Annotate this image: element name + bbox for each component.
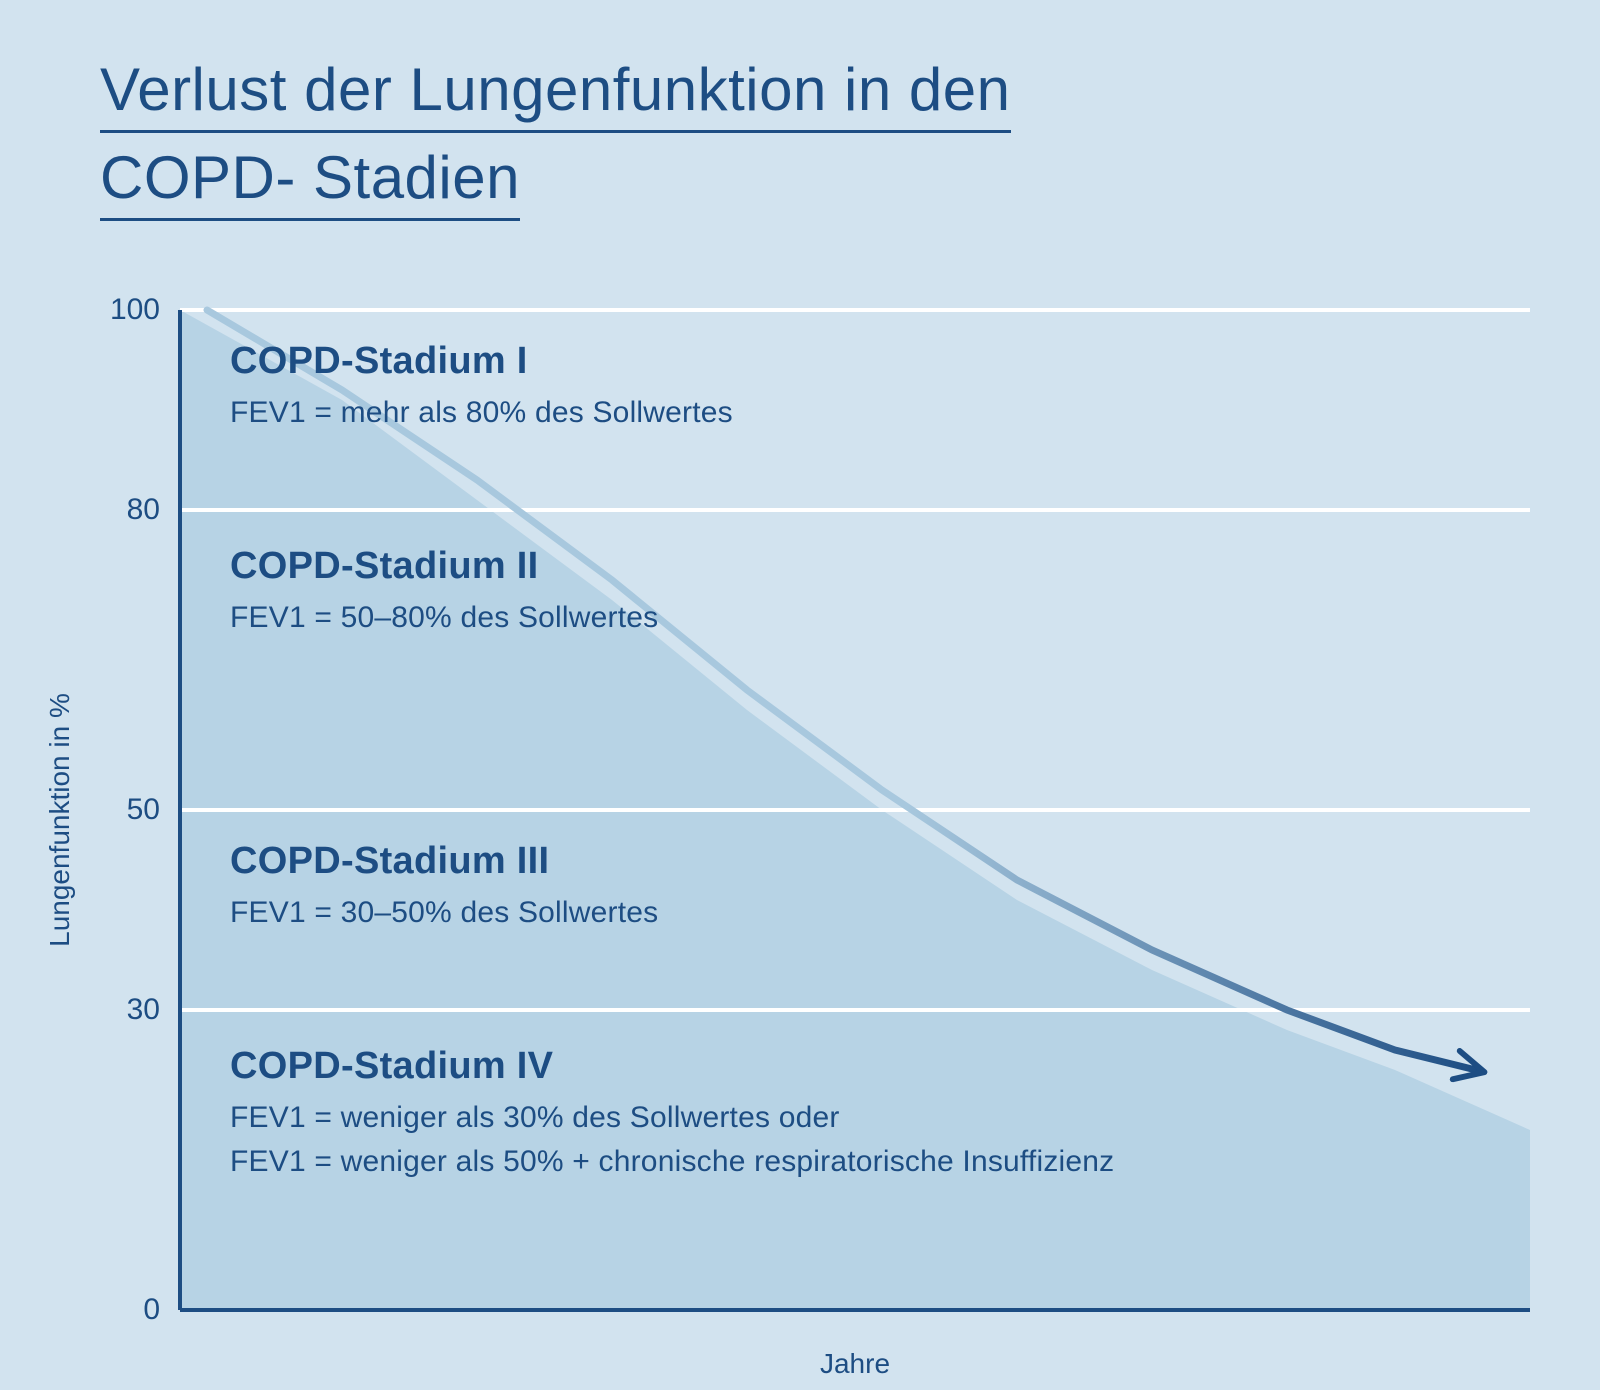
chart: Lungenfunktion in % 0305080100COPD-Stadi…	[100, 310, 1530, 1330]
page: Verlust der Lungenfunktion in den COPD- …	[0, 0, 1600, 1390]
stage-label-3: COPD-Stadium III FEV1 = 30–50% des Sollwe…	[230, 840, 658, 935]
stage-title: COPD-Stadium III	[230, 840, 658, 883]
title: Verlust der Lungenfunktion in den COPD- …	[100, 55, 1011, 231]
ytick-label: 0	[143, 1293, 160, 1327]
stage-desc: FEV1 = weniger als 30% des Sollwertes od…	[230, 1096, 1114, 1140]
title-line-1: Verlust der Lungenfunktion in den	[100, 55, 1011, 133]
ytick-label: 100	[110, 293, 160, 327]
stage-desc: FEV1 = 50–80% des Sollwertes	[230, 596, 658, 640]
stage-title: COPD-Stadium II	[230, 545, 658, 588]
stage-title: COPD-Stadium I	[230, 340, 733, 383]
y-axis-label: Lungenfunktion in %	[44, 693, 76, 947]
plot-area: 0305080100COPD-Stadium IFEV1 = mehr als …	[180, 310, 1530, 1310]
stage-title: COPD-Stadium IV	[230, 1045, 1114, 1088]
ytick-label: 30	[127, 993, 160, 1027]
stage-label-1: COPD-Stadium I FEV1 = mehr als 80% des So…	[230, 340, 733, 435]
title-line-2: COPD- Stadien	[100, 143, 520, 221]
ytick-label: 80	[127, 493, 160, 527]
stage-label-2: COPD-Stadium II FEV1 = 50–80% des Sollwer…	[230, 545, 658, 640]
stage-desc: FEV1 = mehr als 80% des Sollwertes	[230, 391, 733, 435]
stage-desc: FEV1 = 30–50% des Sollwertes	[230, 891, 658, 935]
stage-desc: FEV1 = weniger als 50% + chronische resp…	[230, 1140, 1114, 1184]
stage-label-4: COPD-Stadium IV FEV1 = weniger als 30% de…	[230, 1045, 1114, 1183]
x-axis-label: Jahre	[820, 1348, 890, 1380]
ytick-label: 50	[127, 793, 160, 827]
